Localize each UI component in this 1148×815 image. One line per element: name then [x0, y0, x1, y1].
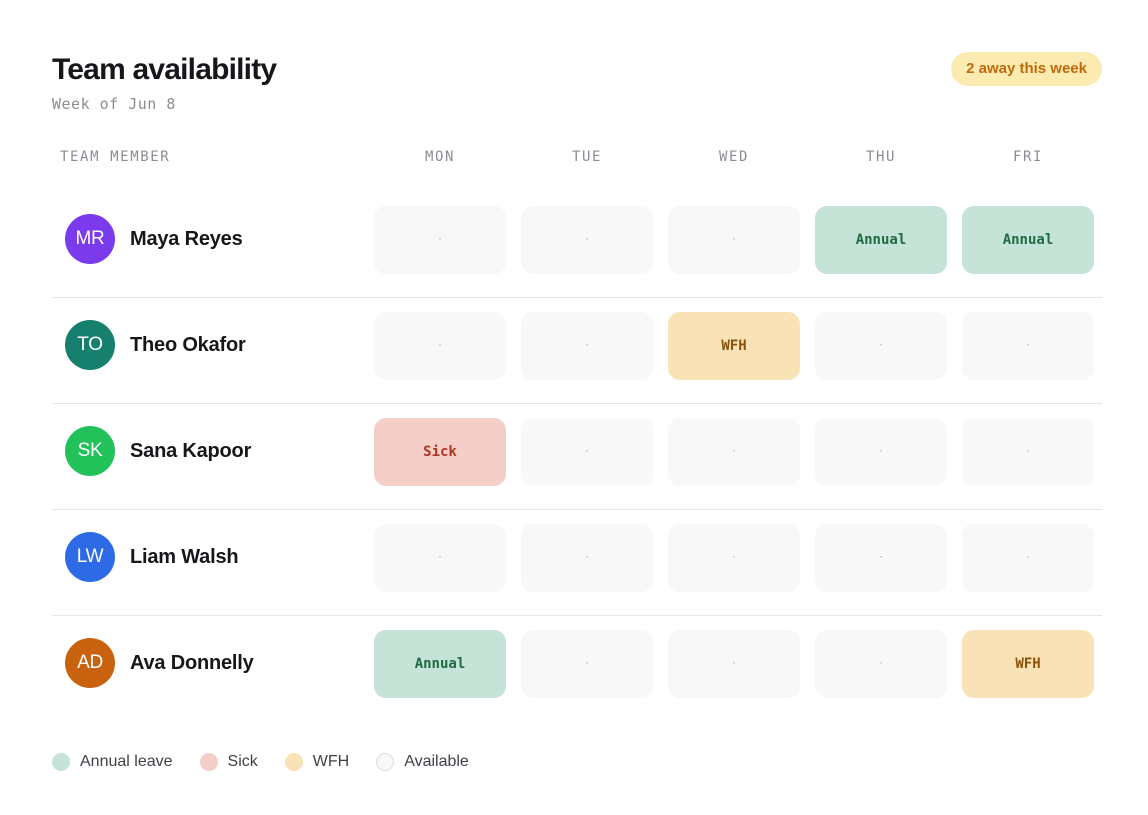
column-header-fri: FRI: [1012, 149, 1044, 165]
member-name: Liam Walsh: [130, 546, 239, 568]
legend-item-available: Available: [376, 753, 469, 771]
day-cell-mon-available[interactable]: ·: [374, 312, 506, 380]
day-cell-tue-available[interactable]: ·: [521, 524, 653, 592]
avatar: MR: [65, 214, 115, 264]
member-name: Sana Kapoor: [130, 440, 252, 462]
legend-label: Sick: [227, 753, 258, 770]
table-row: TO Theo Okafor · · WFH · ·: [52, 298, 1102, 404]
day-cell-tue-available[interactable]: ·: [521, 312, 653, 380]
day-cell-thu-available[interactable]: ·: [815, 524, 947, 592]
day-cell-thu-annual[interactable]: Annual: [815, 206, 947, 274]
member-name: Maya Reyes: [130, 228, 243, 250]
table-row: LW Liam Walsh · · · · ·: [52, 510, 1102, 616]
day-cell-wed-wfh[interactable]: WFH: [668, 312, 800, 380]
legend-label: WFH: [312, 753, 350, 770]
column-header-thu: THU: [865, 149, 897, 165]
day-cell-wed-available[interactable]: ·: [668, 206, 800, 274]
day-cell-wed-available[interactable]: ·: [668, 524, 800, 592]
away-count-badge: 2 away this week: [951, 52, 1102, 86]
day-cell-fri-available[interactable]: ·: [962, 524, 1094, 592]
day-cell-tue-available[interactable]: ·: [521, 418, 653, 486]
legend-label: Annual leave: [80, 753, 173, 770]
day-cell-mon-annual[interactable]: Annual: [374, 630, 506, 698]
legend-label: Available: [404, 753, 469, 770]
legend-swatch-annual-leave: [52, 753, 70, 771]
avatar: LW: [65, 532, 115, 582]
day-cell-fri-available[interactable]: ·: [962, 418, 1094, 486]
member-name: Ava Donnelly: [130, 652, 254, 674]
day-cell-tue-available[interactable]: ·: [521, 630, 653, 698]
legend-item-sick: Sick: [199, 753, 258, 771]
legend-swatch-sick: [199, 753, 218, 771]
legend: Annual leave Sick WFH Available: [52, 752, 496, 772]
table-row: MR Maya Reyes · · · Annual Annual: [52, 192, 1102, 298]
day-cell-tue-available[interactable]: ·: [521, 206, 653, 274]
day-cell-mon-available[interactable]: ·: [374, 206, 506, 274]
day-cell-mon-available[interactable]: ·: [374, 524, 506, 592]
column-header-mon: MON: [424, 149, 456, 165]
day-cell-fri-annual[interactable]: Annual: [962, 206, 1094, 274]
day-cell-fri-wfh[interactable]: WFH: [962, 630, 1094, 698]
legend-swatch-wfh: [284, 753, 303, 771]
day-cell-wed-available[interactable]: ·: [668, 418, 800, 486]
legend-item-wfh: WFH: [284, 753, 350, 771]
avatar: TO: [65, 320, 115, 370]
avatar: AD: [65, 638, 115, 688]
member-name: Theo Okafor: [130, 334, 246, 356]
day-cell-thu-available[interactable]: ·: [815, 418, 947, 486]
page-title: Team availability: [52, 53, 277, 86]
week-label: Week of Jun 8: [52, 95, 176, 113]
column-header-member: TEAM MEMBER: [60, 149, 171, 165]
table-row: SK Sana Kapoor Sick · · · ·: [52, 404, 1102, 510]
legend-swatch-available: [376, 753, 395, 771]
day-cell-thu-available[interactable]: ·: [815, 312, 947, 380]
day-cell-wed-available[interactable]: ·: [668, 630, 800, 698]
day-cell-thu-available[interactable]: ·: [815, 630, 947, 698]
day-cell-mon-sick[interactable]: Sick: [374, 418, 506, 486]
day-cell-fri-available[interactable]: ·: [962, 312, 1094, 380]
avatar: SK: [65, 426, 115, 476]
legend-item-annual-leave: Annual leave: [52, 753, 173, 771]
column-header-tue: TUE: [571, 149, 603, 165]
table-row: AD Ava Donnelly Annual · · · WFH: [52, 616, 1102, 722]
column-header-wed: WED: [718, 149, 750, 165]
